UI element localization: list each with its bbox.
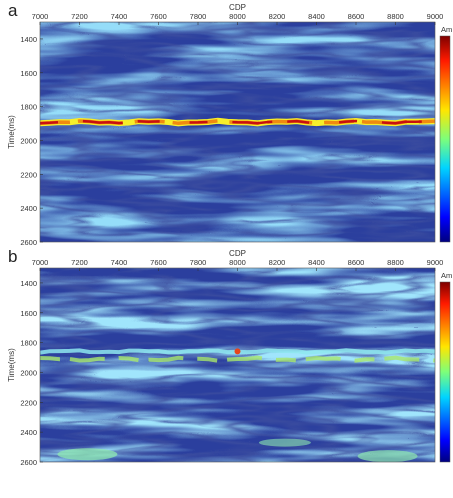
x-tick-label: 7000 [32, 12, 49, 21]
y-tick-label: 1800 [20, 339, 37, 348]
y-tick-label: 2200 [20, 170, 37, 179]
y-tick-label: 2600 [20, 458, 37, 467]
amplitude-field [40, 268, 435, 462]
y-tick-label: 1600 [20, 69, 37, 78]
colorbar-label: Am [441, 271, 452, 280]
texture-dark [40, 22, 435, 242]
y-tick-label: 2000 [20, 136, 37, 145]
x-tick-label: 8200 [269, 12, 286, 21]
panel: 7000 7200 7400 7600 7800 8000 8200 8400 8600 8800… [7, 247, 452, 467]
y-tick-label: 1600 [20, 309, 37, 318]
x-tick-label: 8000 [229, 258, 246, 267]
x-tick-label: 7400 [111, 258, 128, 267]
y-tick-label: 2400 [20, 428, 37, 437]
x-tick-label: 7600 [150, 258, 167, 267]
x-axis-label: CDP [229, 3, 246, 12]
colorbar [439, 35, 451, 243]
y-tick-label: 2600 [20, 238, 37, 247]
x-tick-label: 7800 [190, 258, 207, 267]
x-tick-label: 8400 [308, 258, 325, 267]
bright-zone [357, 450, 418, 462]
horizon [40, 119, 435, 125]
x-tick-label: 8200 [269, 258, 286, 267]
hot-spot [234, 348, 241, 355]
bright-zone [258, 438, 311, 447]
y-tick-label: 2200 [20, 398, 37, 407]
y-tick-label: 2000 [20, 368, 37, 377]
x-tick-label: 8800 [387, 258, 404, 267]
y-tick-label: 1400 [20, 279, 37, 288]
x-tick-label: 9000 [427, 12, 444, 21]
x-tick-label: 8000 [229, 12, 246, 21]
colorbar [439, 281, 451, 463]
panel-label: b [8, 247, 17, 266]
horizon [40, 355, 435, 363]
y-tick-label: 2400 [20, 204, 37, 213]
x-tick-label: 9000 [427, 258, 444, 267]
y-axis-label: Time(ms) [7, 115, 16, 149]
amplitude-field [40, 22, 435, 242]
x-tick-label: 7400 [111, 12, 128, 21]
y-tick-label: 1800 [20, 103, 37, 112]
panel-label: a [8, 1, 18, 20]
x-tick-label: 7200 [71, 258, 88, 267]
x-tick-label: 8400 [308, 12, 325, 21]
x-tick-label: 8600 [348, 12, 365, 21]
x-tick-label: 7600 [150, 12, 167, 21]
panel: 7000 7200 7400 7600 7800 8000 8200 8400 8600 8800… [7, 1, 452, 247]
x-axis-label: CDP [229, 249, 246, 258]
y-tick-label: 1400 [20, 35, 37, 44]
texture-dark [40, 268, 435, 462]
colorbar-label: Am [441, 25, 452, 34]
bright-zone [57, 448, 118, 461]
x-tick-label: 7000 [32, 258, 49, 267]
y-axis-label: Time(ms) [7, 348, 16, 382]
x-tick-label: 8800 [387, 12, 404, 21]
x-tick-label: 8600 [348, 258, 365, 267]
x-tick-label: 7800 [190, 12, 207, 21]
x-tick-label: 7200 [71, 12, 88, 21]
